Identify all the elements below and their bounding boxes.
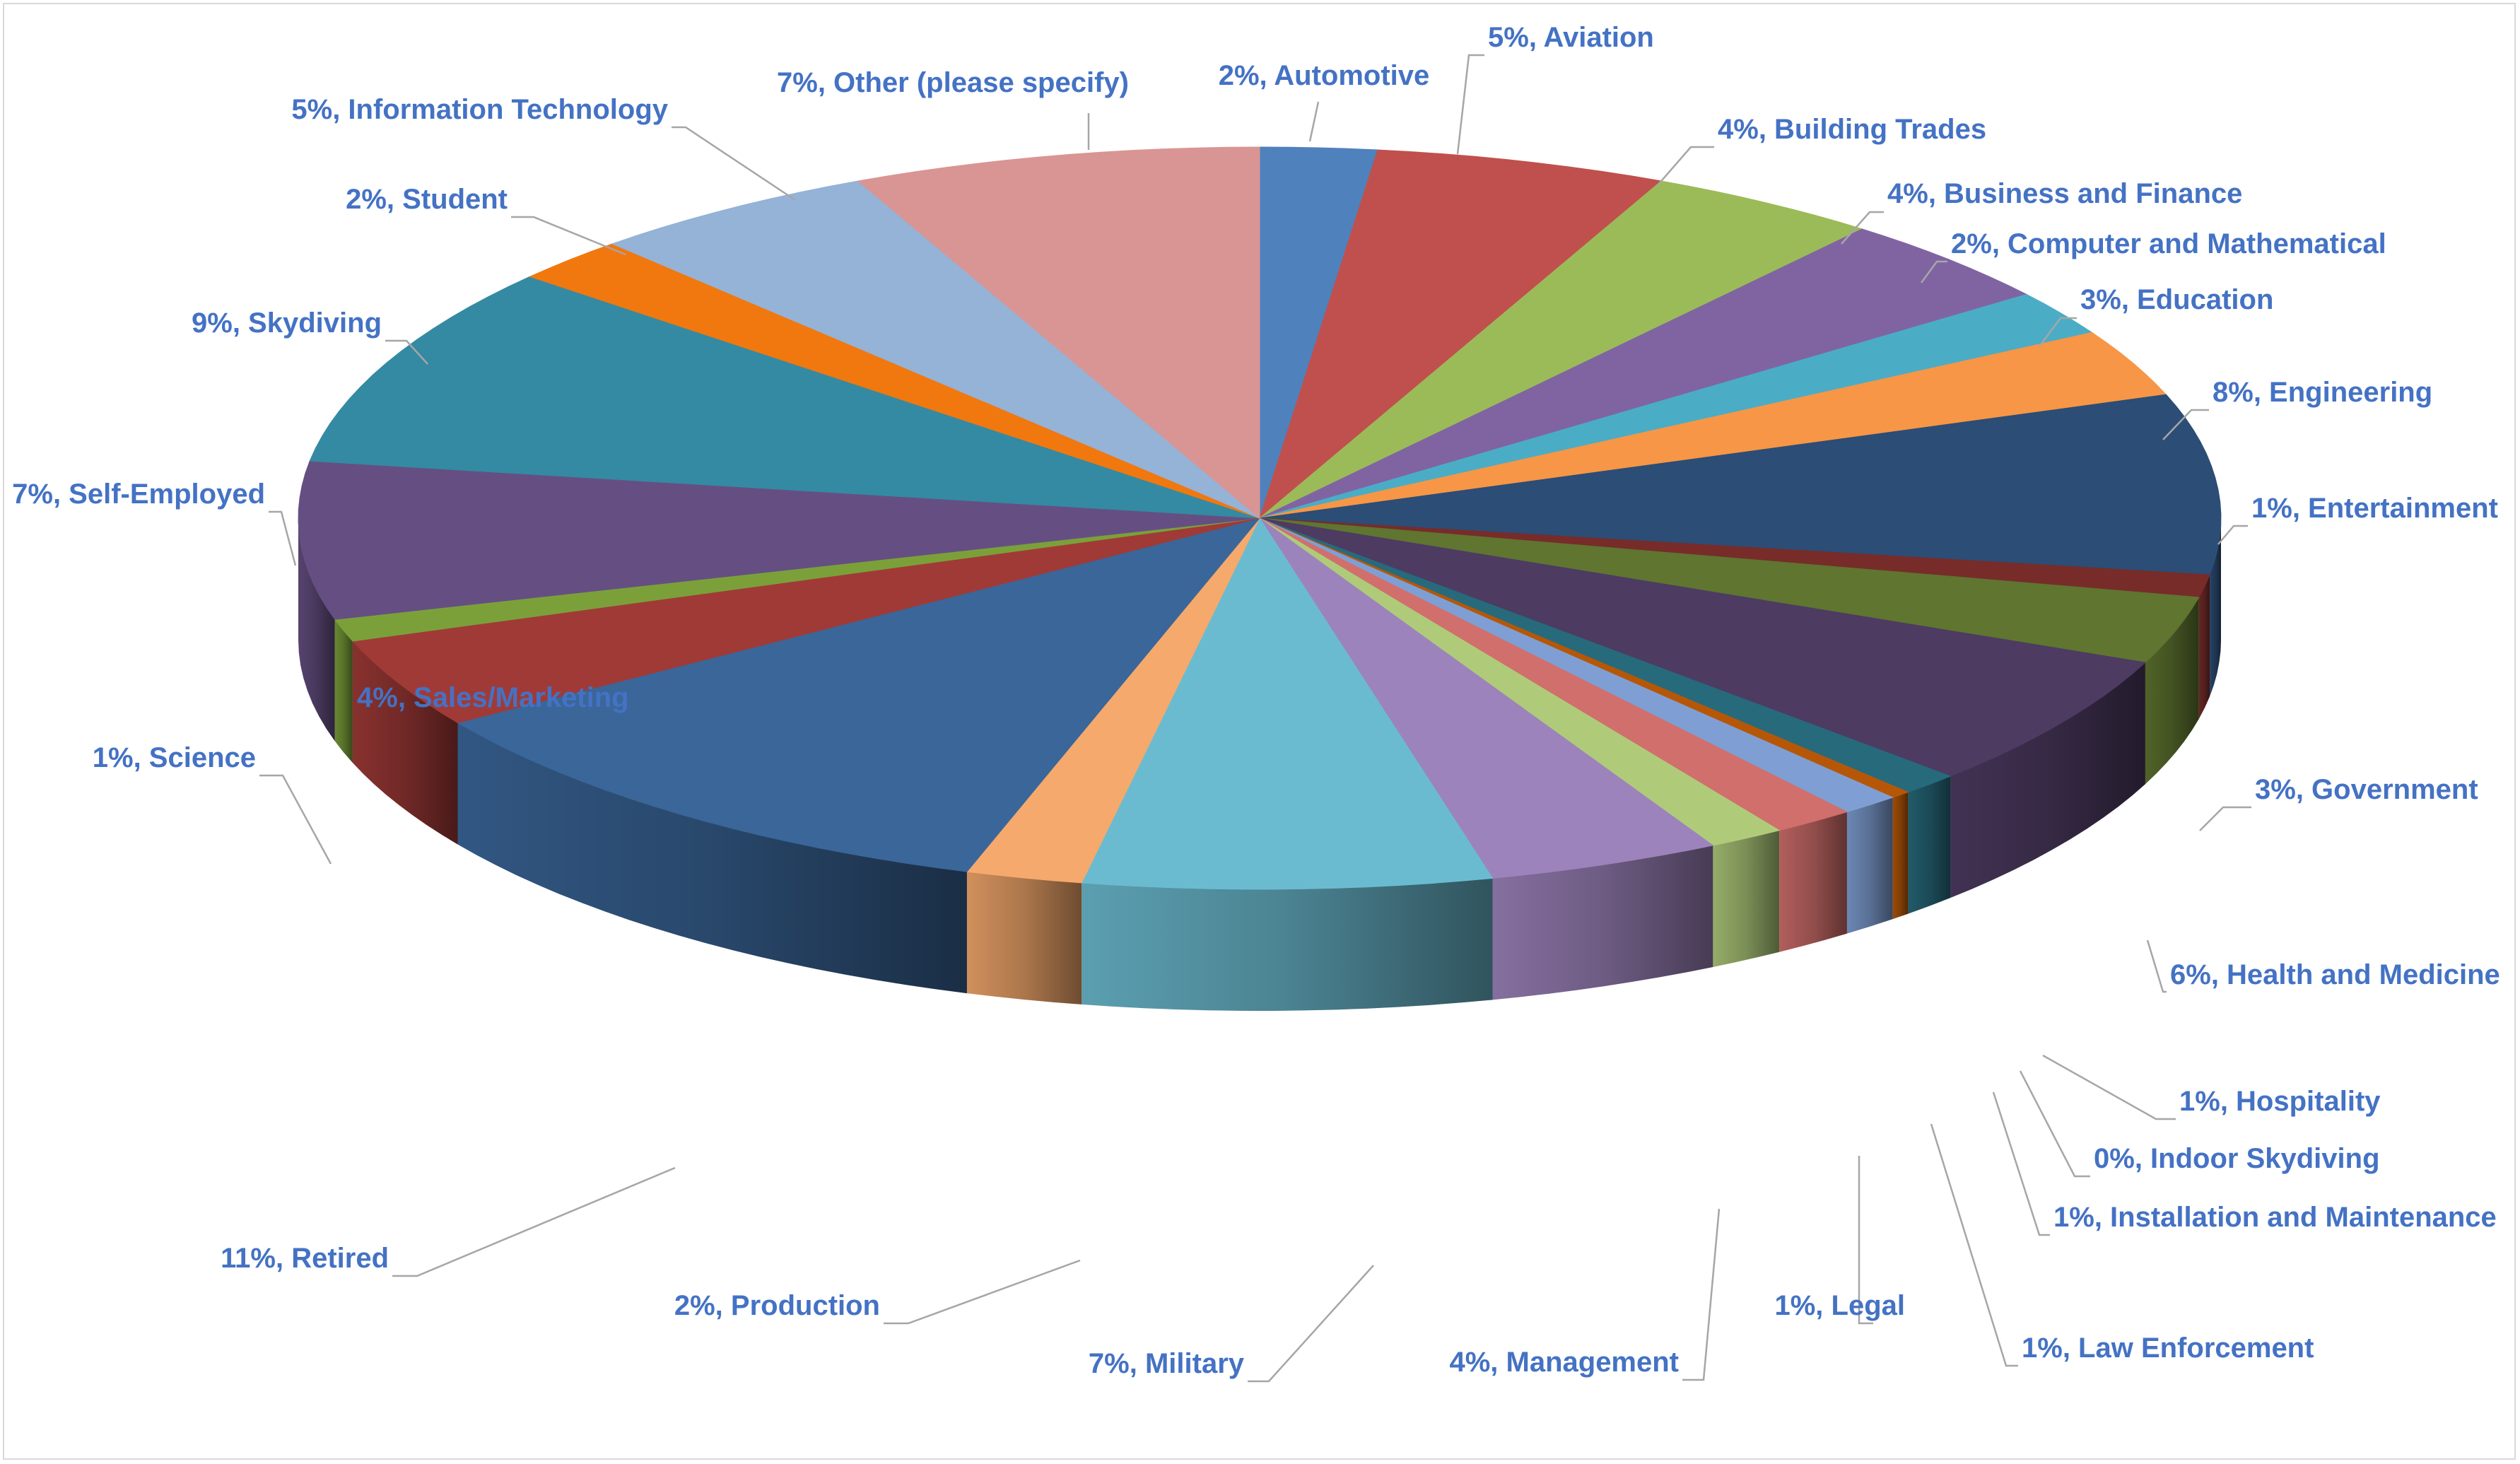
- data-label-health-and-medicine: 6%, Health and Medicine: [2170, 959, 2500, 990]
- pie-side-law-enforcement: [1779, 812, 1847, 952]
- data-label-self-employed: 7%, Self-Employed: [12, 479, 265, 510]
- pie-side-management: [1492, 845, 1713, 1000]
- leader-line-education: [2039, 317, 2077, 347]
- pie-side-health-and-medicine: [1950, 662, 2145, 898]
- pie-slice-engineering: [1259, 394, 2222, 575]
- data-label-sales-marketing: 4%, Sales/Marketing: [357, 682, 629, 713]
- leader-line-aviation: [1456, 54, 1484, 155]
- leader-line-installation-and-maintenance: [1992, 1091, 2050, 1236]
- pie-slice-information-technology: [611, 180, 1260, 519]
- pie-side-production: [966, 872, 1082, 1005]
- pie-slice-military: [1081, 517, 1494, 890]
- data-label-other-please-specify: 7%, Other (please specify): [777, 67, 1129, 98]
- leader-line-student: [511, 216, 626, 256]
- pie-slice-other-please-specify: [857, 146, 1260, 520]
- leader-line-health-and-medicine: [2146, 939, 2167, 993]
- pie-sides: [298, 518, 2221, 1011]
- data-label-skydiving: 9%, Skydiving: [192, 308, 382, 339]
- leader-line-automotive: [1308, 101, 1320, 142]
- data-label-management: 4%, Management: [1449, 1347, 1679, 1378]
- data-label-production: 2%, Production: [674, 1290, 880, 1321]
- chart-frame: [3, 3, 2516, 1460]
- leader-line-building-trades: [1657, 146, 1714, 186]
- pie-side-hospitality: [1908, 776, 1951, 914]
- data-label-entertainment: 1%, Entertainment: [2251, 493, 2498, 524]
- data-label-installation-and-maintenance: 1%, Installation and Maintenance: [2053, 1202, 2497, 1233]
- data-label-military: 7%, Military: [1089, 1348, 1245, 1379]
- leader-line-information-technology: [672, 126, 796, 201]
- pie-side-sales-marketing: [352, 641, 458, 845]
- data-label-computer-and-mathematical: 2%, Computer and Mathematical: [1951, 228, 2386, 259]
- pie-slice-management: [1259, 517, 1714, 879]
- leader-line-legal: [1858, 1156, 1873, 1325]
- data-label-indoor-skydiving: 0%, Indoor Skydiving: [2094, 1143, 2380, 1174]
- leader-line-engineering: [2162, 409, 2209, 440]
- leader-line-business-and-finance: [1841, 211, 1884, 245]
- pie-slice-health-and-medicine: [1259, 517, 2147, 777]
- data-label-science: 1%, Science: [93, 742, 256, 773]
- pie-side-engineering: [2210, 518, 2221, 697]
- pie-side-indoor-skydiving: [1892, 792, 1909, 920]
- pie-side-self-employed: [298, 518, 335, 742]
- leader-line-computer-and-mathematical: [1920, 260, 1947, 283]
- data-label-retired: 11%, Retired: [221, 1243, 389, 1274]
- leader-line-law-enforcement: [1930, 1123, 2018, 1367]
- leader-line-retired: [392, 1166, 676, 1277]
- leader-line-military: [1248, 1265, 1374, 1383]
- leader-line-management: [1682, 1208, 1721, 1381]
- pie-top-faces: [298, 146, 2222, 890]
- data-label-hospitality: 1%, Hospitality: [2179, 1086, 2381, 1117]
- data-label-education: 3%, Education: [2080, 284, 2273, 315]
- data-label-information-technology: 5%, Information Technology: [291, 94, 668, 125]
- data-label-government: 3%, Government: [2255, 774, 2478, 805]
- pie-slice-government: [1259, 517, 2200, 663]
- pie-side-retired: [457, 722, 967, 994]
- data-label-aviation: 5%, Aviation: [1488, 22, 1654, 53]
- data-label-business-and-finance: 4%, Business and Finance: [1887, 178, 2242, 209]
- leader-line-indoor-skydiving: [2019, 1070, 2090, 1178]
- pie-side-military: [1082, 878, 1493, 1011]
- data-label-building-trades: 4%, Building Trades: [1718, 114, 1986, 145]
- pie-slice-skydiving: [309, 276, 1260, 519]
- leader-line-production: [884, 1259, 1081, 1325]
- pie-slice-retired: [457, 517, 1261, 872]
- data-label-automotive: 2%, Automotive: [1219, 60, 1430, 91]
- leader-line-self-employed: [269, 510, 297, 566]
- pie-slice-sales-marketing: [351, 517, 1260, 724]
- leader-line-government: [2199, 806, 2251, 831]
- pie-slice-business-and-finance: [1259, 228, 2028, 519]
- data-label-legal: 1%, Legal: [1774, 1290, 1905, 1321]
- pie-side-government: [2145, 597, 2199, 785]
- pie-slice-aviation: [1258, 149, 1663, 520]
- leader-line-entertainment: [2217, 525, 2248, 545]
- pie-side-entertainment: [2198, 575, 2210, 719]
- data-label-law-enforcement: 1%, Law Enforcement: [2022, 1333, 2314, 1364]
- data-labels: 2%, Automotive 5%, Aviation 4%, Building T…: [12, 22, 2500, 1379]
- data-label-student: 2%, Student: [346, 184, 508, 215]
- pie-side-installation-and-maintenance: [1846, 797, 1893, 934]
- pie-slice-self-employed: [298, 460, 1260, 620]
- pie-side-science: [334, 619, 353, 763]
- pie-slice-education: [1259, 332, 2167, 519]
- leader-line-hospitality: [2042, 1054, 2176, 1120]
- leader-line-science: [259, 774, 332, 865]
- leader-line-skydiving: [385, 339, 428, 365]
- leader-lines: [259, 54, 2251, 1383]
- data-label-engineering: 8%, Engineering: [2213, 377, 2432, 408]
- pie-slice-building-trades: [1259, 180, 1863, 519]
- pie-side-legal: [1713, 830, 1780, 967]
